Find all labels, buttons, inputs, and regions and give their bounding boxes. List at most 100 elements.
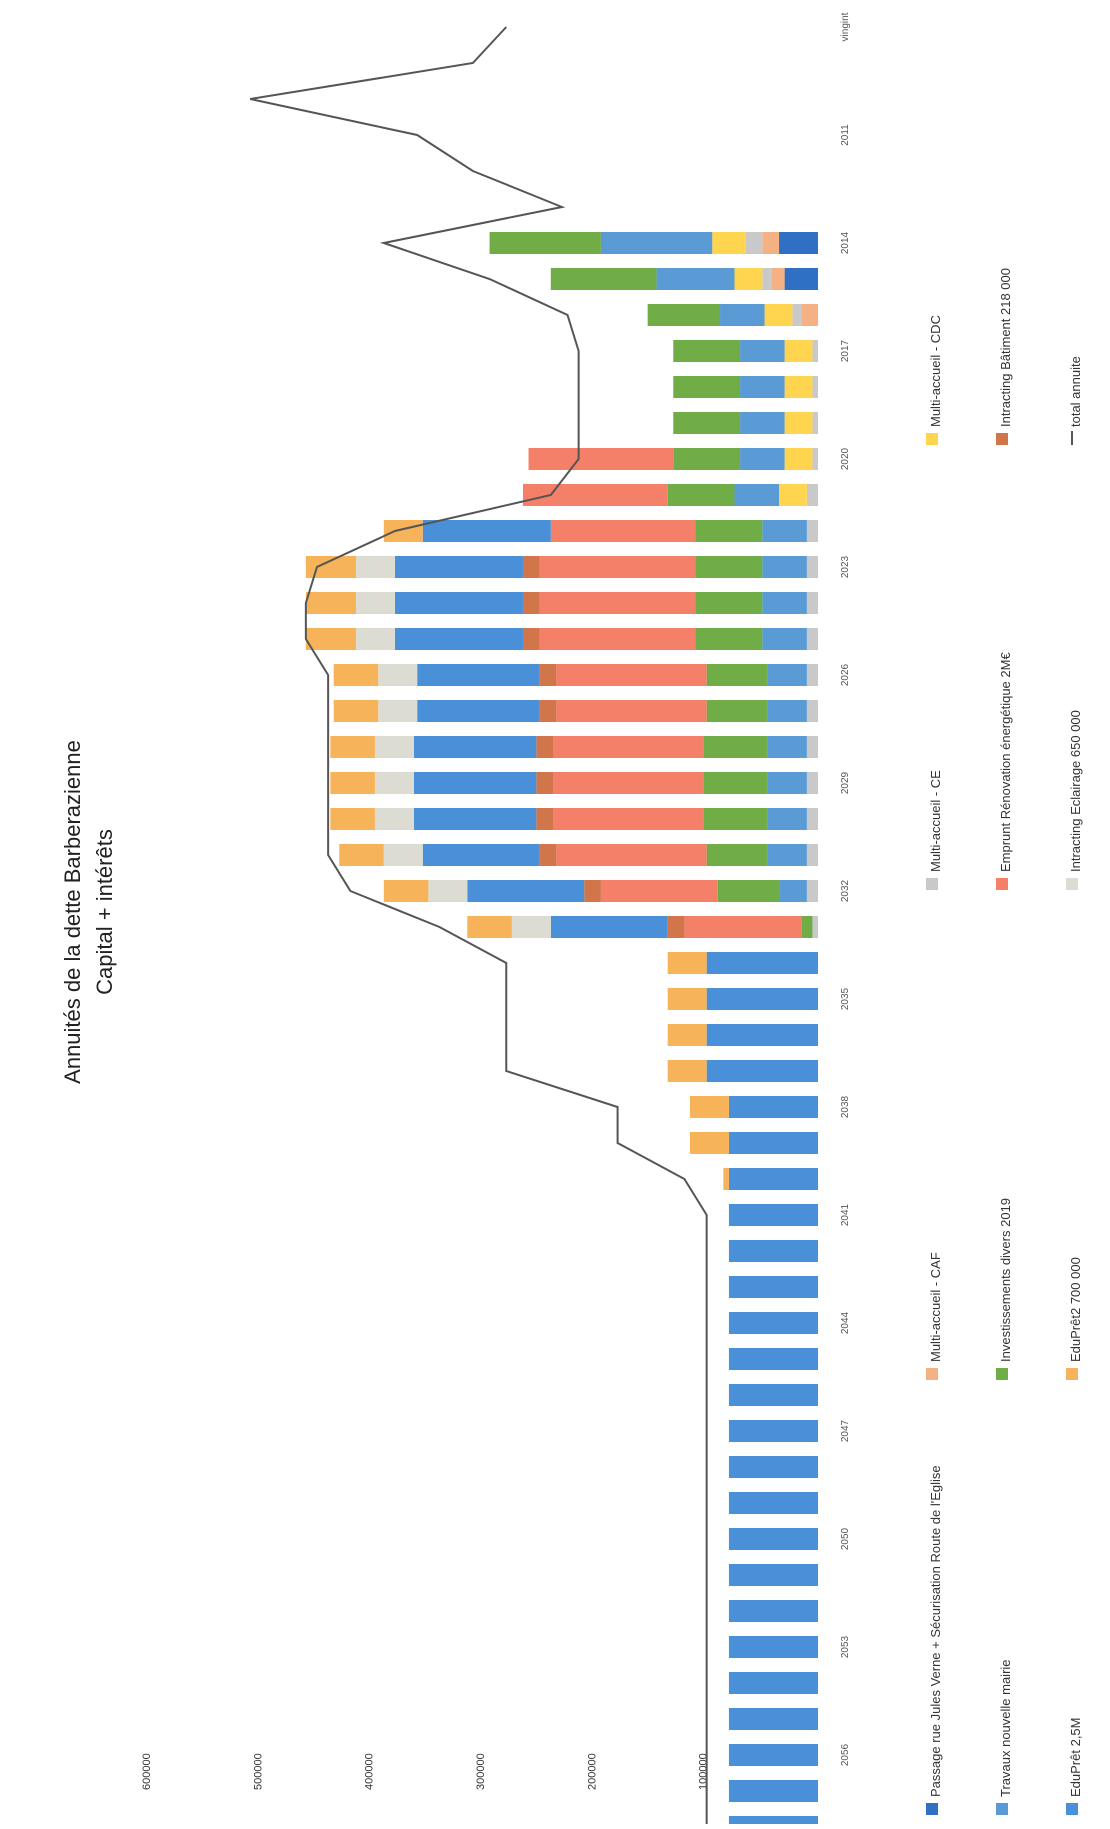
legend-label: EduPrêt2 700 000	[1068, 1257, 1083, 1362]
bar-segment	[305, 556, 356, 578]
bar-segment	[305, 592, 356, 614]
bar-segment	[695, 628, 763, 650]
bar-segment	[522, 556, 540, 578]
bar-segment	[728, 1312, 818, 1334]
bars	[305, 232, 818, 1829]
bar-segment	[728, 1564, 818, 1586]
bar-segment	[806, 520, 818, 542]
bar-segment	[647, 304, 721, 326]
bar-segment	[740, 340, 785, 362]
bar-segment	[413, 772, 537, 794]
bar-segment	[703, 772, 768, 794]
bar-segment	[374, 808, 414, 830]
bar-segment	[728, 1816, 818, 1829]
bar-segment	[550, 520, 696, 542]
bar-segment	[673, 340, 741, 362]
bar-segment	[762, 592, 807, 614]
bar-segment	[779, 880, 807, 902]
bar-segment	[695, 592, 763, 614]
bar-segment	[784, 448, 813, 470]
bar-segment	[339, 844, 384, 866]
bar-segment	[417, 664, 540, 686]
legend-label: Passage rue Jules Verne + Sécurisation R…	[928, 1465, 943, 1797]
value-axis: 0100000200000300000400000500000600000	[141, 1753, 821, 1790]
bar-segment	[489, 232, 601, 254]
bar-segment	[717, 880, 780, 902]
legend-label: EduPrêt 2,5M	[1068, 1718, 1083, 1798]
category-tick-label: 2029	[840, 771, 851, 794]
category-axis: vingint 2011 2014 2017 2020 2023 2026 2029 2032 2…	[840, 12, 851, 1766]
category-tick-label: 2032	[840, 879, 851, 902]
bar-segment	[806, 772, 818, 794]
bar-segment	[706, 952, 818, 974]
bar-segment	[812, 916, 818, 938]
category-tick-label: 2038	[840, 1095, 851, 1118]
bar-segment	[728, 1420, 818, 1442]
bar-segment	[673, 412, 741, 434]
bar-segment	[806, 880, 818, 902]
bar-segment	[728, 1204, 818, 1226]
bar-segment	[728, 1096, 818, 1118]
bar-segment	[762, 520, 807, 542]
bar-segment	[536, 736, 554, 758]
bar-segment	[378, 700, 418, 722]
bar-segment	[779, 484, 807, 506]
bar-segment	[812, 376, 818, 398]
bar-segment	[812, 412, 818, 434]
bar-segment	[556, 700, 707, 722]
bar-segment	[394, 556, 523, 578]
legend-swatch	[926, 878, 938, 890]
bar-segment	[355, 556, 395, 578]
bar-segment	[706, 988, 818, 1010]
bar-segment	[728, 1240, 818, 1262]
bar-segment	[550, 268, 657, 290]
bar-segment	[536, 808, 554, 830]
legend-label: total annuite	[1068, 356, 1083, 427]
bar-segment	[779, 232, 818, 254]
bar-segment	[712, 232, 746, 254]
bar-segment	[706, 1060, 818, 1082]
category-tick-label: 2035	[840, 987, 851, 1010]
bar-segment	[706, 664, 768, 686]
bar-segment	[728, 1744, 818, 1766]
bar-segment	[667, 952, 707, 974]
bar-segment	[522, 592, 540, 614]
bar-segment	[673, 448, 741, 470]
category-tick-label: 2011	[840, 124, 851, 146]
bar-segment	[706, 844, 768, 866]
bar-segment	[734, 268, 763, 290]
bar-segment	[417, 700, 540, 722]
bar-segment	[667, 484, 735, 506]
bar-segment	[394, 628, 523, 650]
legend-swatch	[996, 433, 1008, 445]
bar-segment	[771, 268, 785, 290]
bar-segment	[806, 628, 818, 650]
bar-segment	[706, 700, 768, 722]
bar-segment	[801, 916, 813, 938]
total-annuity-line	[249, 26, 708, 1827]
bar-segment	[684, 916, 802, 938]
bar-segment	[728, 1348, 818, 1370]
bar-segment	[784, 412, 813, 434]
bar-segment	[600, 232, 713, 254]
bar-segment	[762, 556, 807, 578]
bar-segment	[728, 1456, 818, 1478]
chart-title: Annuités de la dette Barberazienne	[60, 740, 85, 1084]
category-tick-label: 2053	[840, 1635, 851, 1658]
bar-segment	[728, 1132, 818, 1154]
bar-segment	[667, 1024, 707, 1046]
bar-segment	[522, 484, 668, 506]
bar-segment	[511, 916, 551, 938]
chart-subtitle: Capital + intérêts	[92, 829, 117, 995]
bar-segment	[728, 1636, 818, 1658]
bar-segment	[728, 1168, 818, 1190]
bar-segment	[728, 1780, 818, 1802]
bar-segment	[806, 844, 818, 866]
bar-segment	[745, 232, 763, 254]
bar-segment	[728, 1276, 818, 1298]
bar-segment	[740, 448, 785, 470]
bar-segment	[422, 520, 551, 542]
bar-segment	[767, 664, 807, 686]
